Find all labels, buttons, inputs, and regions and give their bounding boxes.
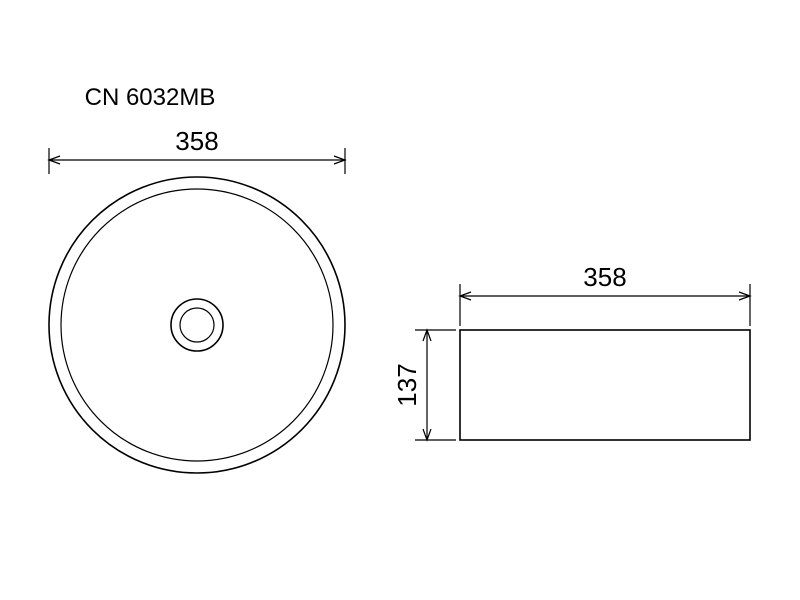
basin-inner-rim: [61, 189, 333, 461]
drain-outer: [171, 299, 223, 351]
elevation-width-value: 358: [583, 262, 626, 292]
basin-elevation: [460, 330, 750, 440]
elevation-height-dimension: 137: [392, 330, 456, 440]
elevation-width-dimension: 358: [460, 262, 750, 326]
basin-outer-rim: [49, 177, 345, 473]
model-number-label: CN 6032MB: [85, 84, 216, 111]
plan-view: 358: [49, 126, 345, 473]
plan-width-dimension: 358: [49, 126, 345, 174]
plan-width-value: 358: [175, 126, 218, 156]
drain-inner: [180, 308, 214, 342]
elevation-height-value: 137: [392, 363, 422, 406]
elevation-view: 358 137: [392, 262, 750, 440]
technical-drawing: CN 6032MB 358 358: [0, 0, 800, 600]
